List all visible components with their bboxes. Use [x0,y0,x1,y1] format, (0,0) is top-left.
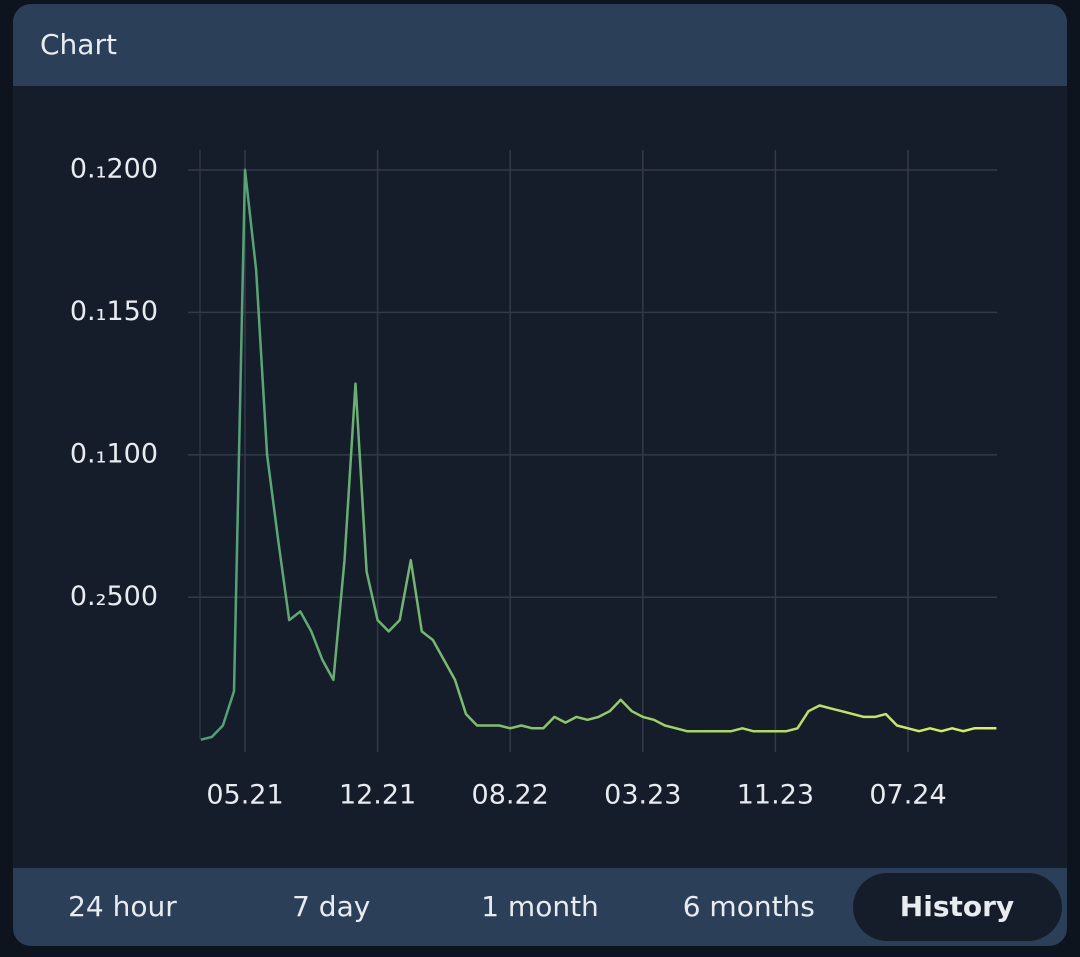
tab-label[interactable]: History [900,890,1014,923]
x-tick-label: 07.24 [869,780,946,811]
card-body [13,4,1067,946]
x-tick-label: 08.22 [472,780,549,811]
y-tick-label: 0.₁150 [70,296,158,327]
y-tick-label: 0.₁200 [70,153,158,184]
tab-label[interactable]: 24 hour [68,890,177,923]
y-tick-label: 0.₂500 [70,581,158,612]
tab-label[interactable]: 1 month [481,890,599,923]
x-tick-label: 12.21 [339,780,416,811]
tab-label[interactable]: 7 day [292,890,370,923]
y-tick-label: 0.₁100 [70,438,158,469]
x-tick-label: 05.21 [206,780,283,811]
price-line [200,168,997,741]
active-tab-pill[interactable] [853,873,1062,941]
x-tick-label: 03.23 [604,780,681,811]
tab-label[interactable]: 6 months [683,890,815,923]
header-title: Chart [40,28,117,61]
card-header [13,4,1067,86]
x-tick-label: 11.23 [737,780,814,811]
